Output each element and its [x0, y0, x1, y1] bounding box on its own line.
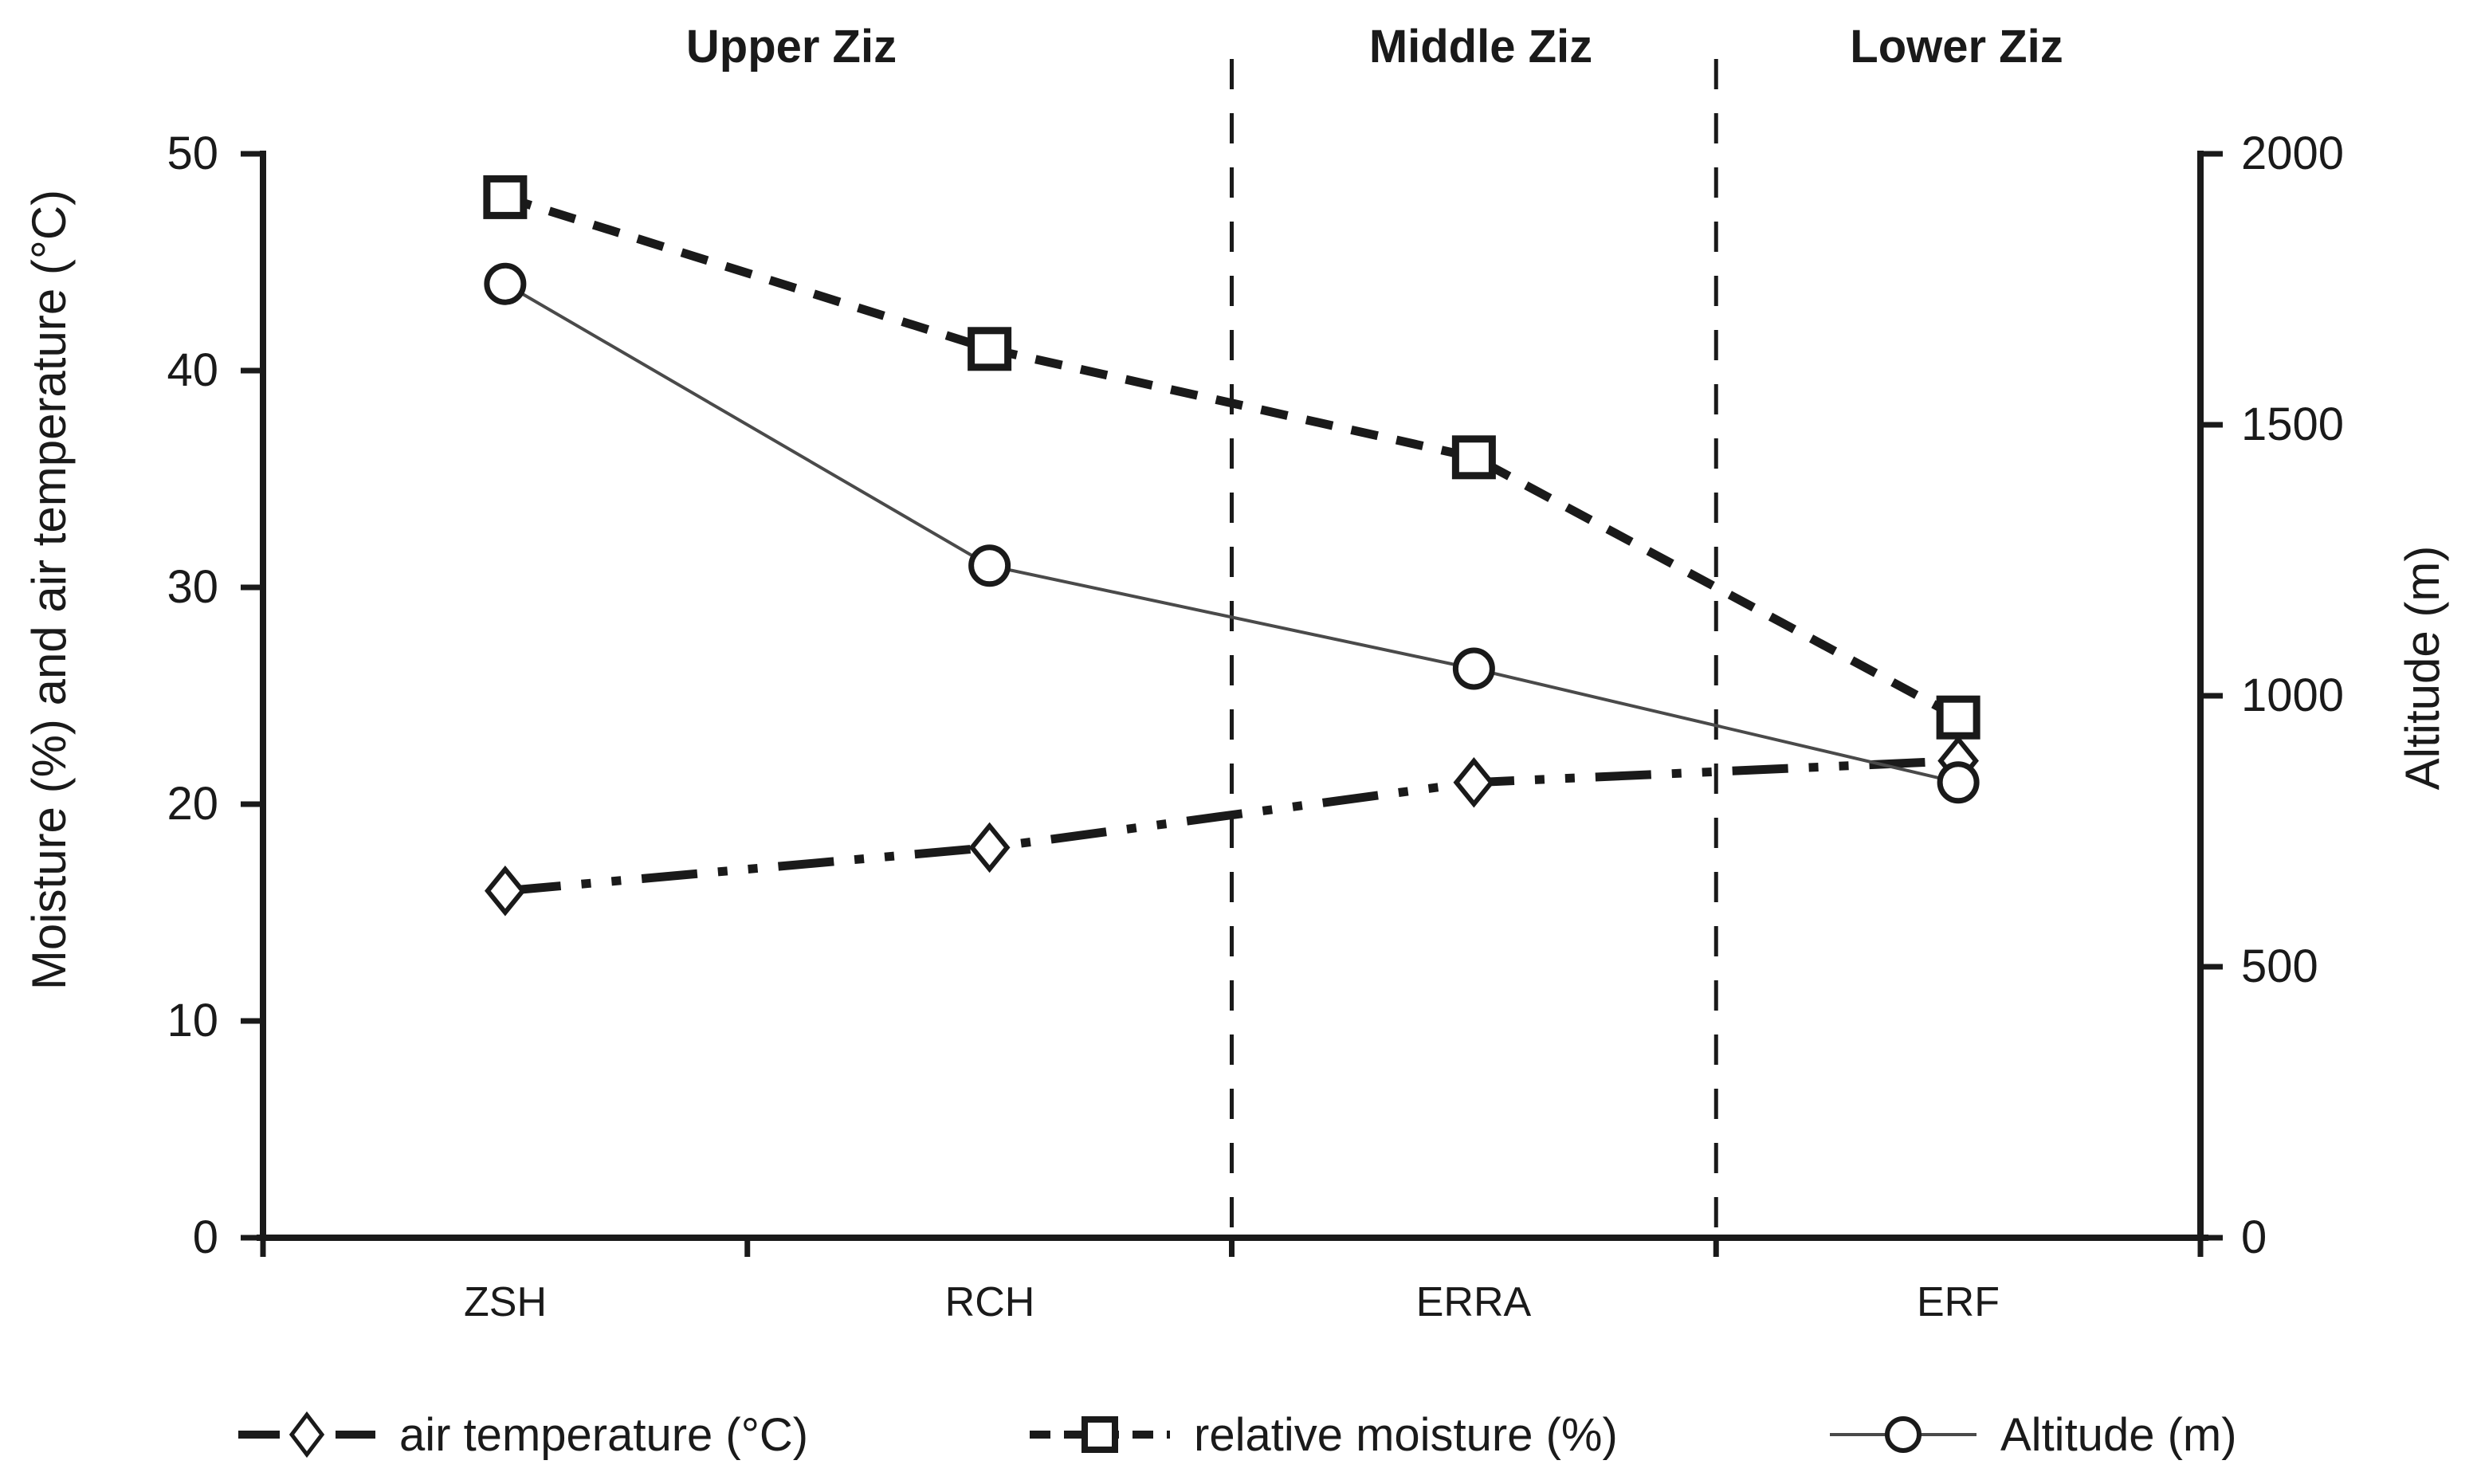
x-axis-label-rch: RCH — [944, 1279, 1035, 1325]
diamond-marker-icon — [968, 822, 1011, 874]
legend-entry-altitude: Altitude (m) — [1827, 1400, 2237, 1470]
air-temperature-legend-marker — [238, 1411, 375, 1458]
circle-marker-icon — [1937, 761, 1980, 804]
diamond-marker-icon — [289, 1411, 325, 1458]
x-axis-label-erf: ERF — [1917, 1279, 2000, 1325]
left-axis-tick-30: 30 — [167, 561, 218, 613]
x-axis-label-erra: ERRA — [1415, 1279, 1532, 1325]
square-marker-icon — [1451, 435, 1496, 480]
circle-marker-icon — [484, 262, 527, 305]
right-axis-tick-1000: 1000 — [2241, 669, 2345, 721]
diamond-marker-icon — [485, 866, 526, 917]
circle-marker-icon — [968, 544, 1011, 587]
legend-entry-relative-moisture: relative moisture (%) — [1027, 1400, 1618, 1470]
x-axis-label-zsh: ZSH — [464, 1279, 547, 1325]
region-label-middle-ziz: Middle Ziz — [1368, 21, 1593, 73]
square-marker-icon — [1081, 1416, 1118, 1453]
altitude-legend-marker — [1830, 1416, 1976, 1453]
left-axis-tick-0: 0 — [192, 1211, 218, 1263]
right-axis-title: Altitude (m) — [2396, 545, 2449, 791]
right-axis-tick-0: 0 — [2241, 1211, 2267, 1263]
legend-label-relative-moisture: relative moisture (%) — [1194, 1408, 1618, 1461]
right-axis-tick-500: 500 — [2241, 940, 2318, 992]
left-axis-tick-20: 20 — [167, 778, 218, 830]
left-axis-tick-50: 50 — [167, 128, 218, 179]
circle-marker-icon — [1885, 1416, 1922, 1453]
square-marker-icon — [968, 327, 1012, 371]
right-axis-tick-2000: 2000 — [2241, 128, 2345, 179]
legend-entry-air-temperature: air temperature (°C) — [235, 1400, 808, 1470]
right-axis-tick-1500: 1500 — [2241, 398, 2345, 450]
circle-marker-icon — [1452, 647, 1495, 690]
left-axis-tick-10: 10 — [167, 995, 218, 1046]
series-line-circle — [504, 282, 1959, 784]
square-marker-icon — [483, 175, 528, 219]
diamond-marker-icon — [1453, 757, 1495, 808]
region-label-lower-ziz: Lower Ziz — [1850, 21, 2063, 73]
series-line-square — [504, 193, 1961, 722]
region-label-upper-ziz: Upper Ziz — [685, 21, 897, 73]
legend-label-air-temperature: air temperature (°C) — [399, 1408, 809, 1461]
square-marker-icon — [1936, 695, 1980, 740]
series-line-diamond — [504, 756, 1959, 896]
left-axis-title: Moisture (%) and air temperature (°C) — [22, 189, 76, 991]
relative-moisture-legend-marker — [1030, 1416, 1170, 1453]
legend-label-altitude: Altitude (m) — [2000, 1408, 2237, 1461]
left-axis-tick-40: 40 — [167, 344, 218, 396]
